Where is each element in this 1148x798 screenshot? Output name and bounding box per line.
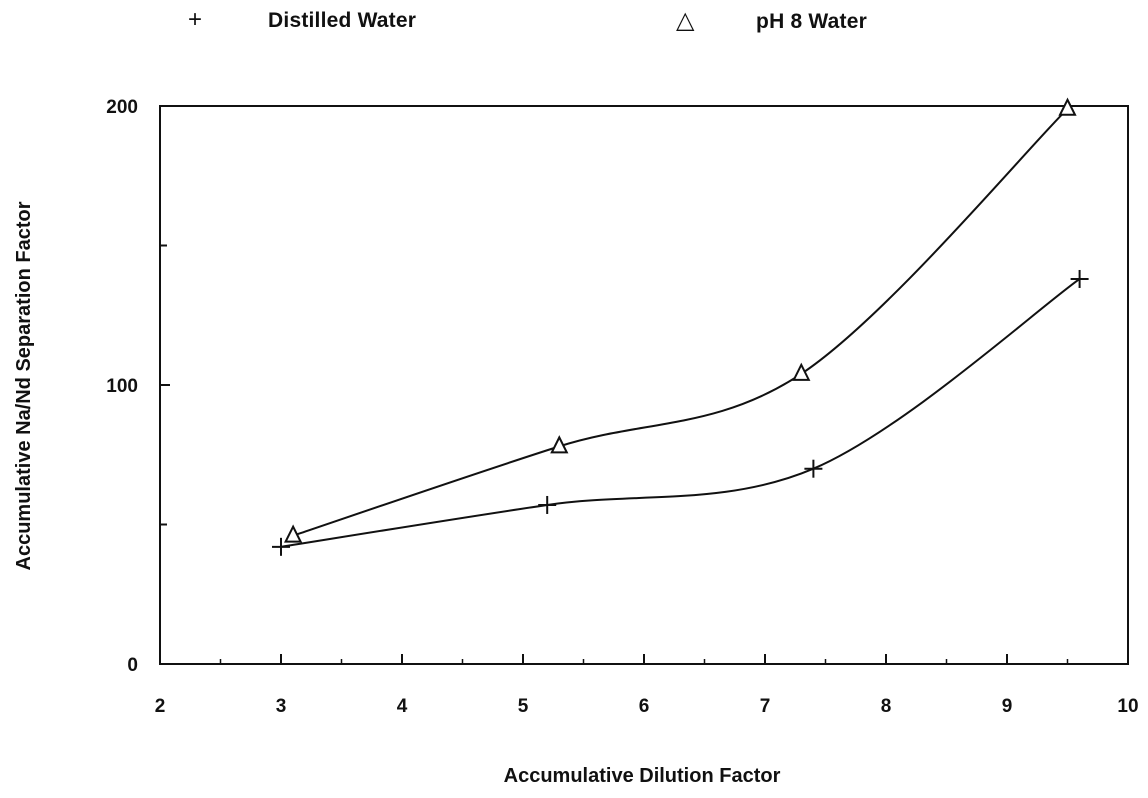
plus-marker (804, 459, 823, 478)
plot-frame (159, 105, 1129, 665)
y-tick-label: 100 (106, 376, 138, 397)
triangle-marker (1058, 97, 1077, 116)
series-lines (280, 108, 1081, 548)
y-axis-title: Accumulative Na/Nd Separation Factor (13, 201, 35, 570)
legend-label-distilled-water: Distilled Water (268, 9, 417, 32)
series-markers (272, 97, 1089, 556)
x-tick-label: 2 (155, 696, 166, 717)
x-tick-label: 8 (881, 696, 892, 717)
plus-marker (272, 537, 290, 556)
x-tick-label: 5 (518, 696, 529, 717)
x-tick-label: 10 (1117, 696, 1138, 717)
plus-marker-icon: + (188, 6, 203, 33)
series-line-ph8-water (292, 108, 1069, 537)
legend-item-ph8-water: △ pH 8 Water (676, 6, 867, 35)
plus-marker (538, 495, 557, 514)
y-tick-label: 0 (127, 655, 138, 676)
x-tick-label: 7 (760, 696, 771, 717)
x-axis: 2 3 4 5 6 7 8 9 10 (155, 654, 1139, 717)
x-tick-label: 3 (276, 696, 287, 717)
legend-label-ph8-water: pH 8 Water (756, 10, 867, 33)
x-axis-title: Accumulative Dilution Factor (504, 765, 781, 787)
y-tick-label: 200 (106, 97, 138, 118)
plus-marker (1070, 269, 1089, 288)
triangle-marker-icon: △ (676, 7, 695, 34)
x-tick-label: 9 (1002, 696, 1013, 717)
x-tick-label: 6 (639, 696, 650, 717)
triangle-marker (283, 524, 303, 543)
triangle-marker (792, 362, 811, 381)
y-axis: 0 100 200 (106, 97, 170, 676)
legend-item-distilled-water: + Distilled Water (188, 6, 416, 34)
triangle-marker (550, 435, 569, 454)
series-line-distilled-water (280, 278, 1081, 548)
x-tick-label: 4 (397, 696, 408, 717)
